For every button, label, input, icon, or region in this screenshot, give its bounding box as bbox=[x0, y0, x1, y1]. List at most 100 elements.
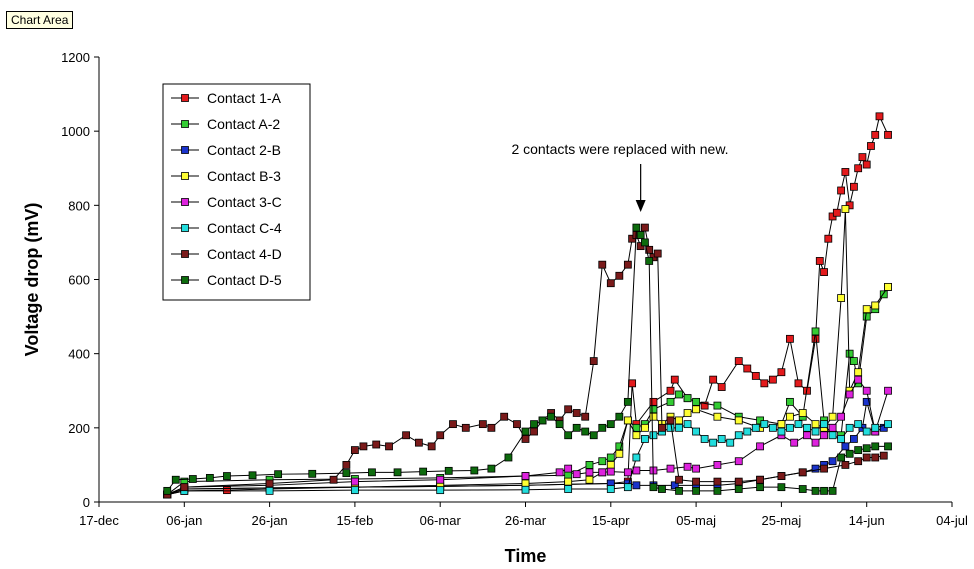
data-point bbox=[581, 427, 590, 436]
data-point bbox=[649, 431, 658, 440]
data-point bbox=[879, 451, 888, 460]
data-point bbox=[274, 470, 283, 479]
data-point bbox=[828, 486, 837, 495]
data-point bbox=[709, 438, 718, 447]
data-point bbox=[811, 438, 820, 447]
data-point bbox=[820, 486, 828, 495]
data-point bbox=[641, 423, 649, 432]
data-point bbox=[478, 420, 487, 429]
data-point bbox=[726, 438, 735, 447]
data-point bbox=[858, 153, 867, 162]
data-point bbox=[623, 483, 632, 492]
data-point bbox=[713, 477, 722, 486]
data-point bbox=[572, 470, 581, 479]
data-point bbox=[350, 486, 359, 495]
data-point bbox=[641, 223, 649, 232]
data-point bbox=[734, 416, 743, 425]
data-point bbox=[615, 442, 624, 451]
data-point bbox=[350, 446, 359, 454]
data-point bbox=[841, 461, 850, 469]
x-tick-label: 26-jan bbox=[252, 513, 288, 528]
data-point bbox=[811, 464, 820, 473]
data-point bbox=[756, 442, 764, 451]
series-contact-d-5 bbox=[163, 223, 892, 495]
legend-entry: Contact A-2 bbox=[207, 116, 280, 132]
data-point bbox=[756, 483, 764, 492]
y-tick-label: 800 bbox=[68, 198, 90, 213]
y-tick-label: 1200 bbox=[61, 50, 90, 65]
data-point bbox=[436, 475, 445, 484]
data-point bbox=[589, 357, 598, 365]
data-point bbox=[372, 440, 381, 449]
data-point bbox=[188, 475, 197, 483]
data-point bbox=[632, 423, 641, 432]
data-point bbox=[850, 357, 858, 365]
legend[interactable]: Contact 1-A Contact A-2 Contact 2-B Contact… bbox=[162, 83, 311, 301]
data-point bbox=[871, 442, 880, 451]
data-point bbox=[329, 475, 338, 484]
data-point bbox=[205, 473, 214, 482]
data-point bbox=[444, 466, 453, 475]
series-line bbox=[167, 209, 889, 496]
data-point bbox=[649, 412, 658, 421]
data-point bbox=[359, 442, 368, 451]
data-point bbox=[824, 234, 833, 243]
legend-marker bbox=[181, 198, 189, 206]
data-point bbox=[658, 485, 666, 493]
data-point bbox=[666, 397, 675, 406]
legend-marker bbox=[181, 172, 189, 180]
data-point bbox=[641, 238, 649, 247]
x-tick-label: 15-apr bbox=[592, 513, 630, 528]
data-point bbox=[265, 479, 274, 488]
data-point bbox=[521, 485, 530, 494]
data-point bbox=[862, 386, 871, 395]
data-point bbox=[513, 420, 521, 429]
x-tick-label: 04-jul bbox=[936, 513, 968, 528]
data-point bbox=[854, 457, 863, 466]
data-point bbox=[871, 423, 880, 432]
legend-entry: Contact 3-C bbox=[207, 194, 282, 210]
data-point bbox=[734, 431, 743, 440]
data-point bbox=[692, 477, 700, 486]
data-point bbox=[555, 420, 564, 429]
data-point bbox=[653, 249, 662, 258]
data-point bbox=[675, 475, 683, 484]
data-point bbox=[811, 486, 820, 495]
data-point bbox=[683, 420, 692, 429]
data-point bbox=[623, 468, 632, 477]
data-point bbox=[666, 416, 675, 425]
data-point bbox=[163, 486, 172, 495]
data-point bbox=[820, 420, 828, 429]
data-point bbox=[641, 435, 649, 443]
data-point bbox=[794, 379, 803, 388]
data-point bbox=[798, 409, 807, 417]
data-point bbox=[854, 368, 863, 377]
data-point bbox=[760, 379, 769, 388]
data-point bbox=[692, 405, 700, 414]
data-point bbox=[862, 305, 871, 314]
data-point bbox=[632, 223, 641, 232]
data-point bbox=[623, 260, 632, 269]
legend-marker bbox=[181, 146, 189, 154]
data-point bbox=[666, 423, 675, 432]
x-tick-label: 26-mar bbox=[505, 513, 547, 528]
data-point bbox=[223, 486, 231, 495]
data-point bbox=[743, 427, 752, 436]
data-point bbox=[820, 464, 828, 473]
x-axis-title: Time bbox=[505, 546, 547, 566]
legend-marker bbox=[181, 224, 189, 232]
data-point bbox=[811, 420, 820, 429]
data-point bbox=[867, 142, 875, 150]
series-contact-a-2 bbox=[163, 283, 892, 499]
chart-area-tooltip: Chart Area bbox=[6, 11, 74, 29]
data-point bbox=[581, 412, 590, 421]
data-point bbox=[265, 486, 274, 495]
legend-entry: Contact 2-B bbox=[207, 142, 281, 158]
data-point bbox=[504, 453, 513, 462]
data-point bbox=[623, 397, 632, 406]
data-point bbox=[615, 412, 624, 421]
data-point bbox=[862, 160, 871, 169]
data-point bbox=[786, 423, 794, 432]
data-point bbox=[547, 412, 555, 421]
